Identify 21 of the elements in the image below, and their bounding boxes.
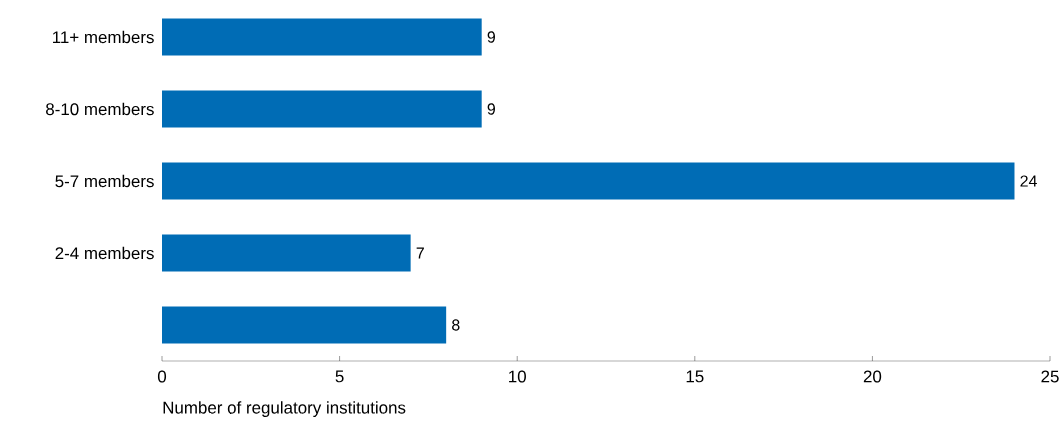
y-tick-label: 2-4 members (55, 246, 154, 260)
x-tick-label: 25 (1041, 370, 1059, 383)
data-label: 9 (487, 31, 495, 43)
x-axis-title: Number of regulatory institutions (163, 401, 406, 417)
data-label: 8 (452, 319, 460, 331)
data-label: 9 (487, 103, 495, 115)
y-tick-label: 8-10 members (46, 102, 154, 116)
y-tick-label: 11+ members (53, 30, 154, 44)
bar (162, 306, 447, 344)
bar (162, 18, 482, 56)
bar (162, 162, 1015, 200)
data-label: 7 (416, 247, 424, 259)
y-tick-label: 5-7 members (55, 174, 154, 188)
x-tick-label: 20 (863, 370, 882, 383)
x-tick-label: 5 (335, 370, 344, 383)
data-label: 24 (1020, 175, 1037, 187)
x-tick-label: 0 (157, 370, 167, 383)
bar (162, 90, 482, 128)
bar (162, 234, 411, 272)
x-tick-label: 10 (509, 370, 526, 383)
x-tick-label: 15 (686, 370, 704, 383)
